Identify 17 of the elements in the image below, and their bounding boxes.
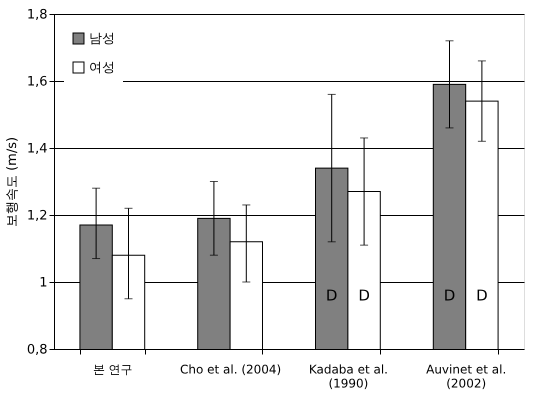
x-tick-label: Auvinet et al. (2002) [426,362,506,390]
x-tick-label: 본 연구 [92,362,133,376]
annotation: D [326,286,338,304]
x-tick-label: Cho et al. (2004) [180,362,282,376]
y-tick-label: 1 [39,276,48,290]
legend-label: 남성 [89,32,115,46]
x-tick-label: Kadaba et al. (1990) [308,362,388,390]
annotation: D [444,286,456,304]
y-tick-label: 0,8 [26,342,48,358]
legend-label: 여성 [89,60,115,76]
y-tick-label: 1,4 [26,142,48,156]
y-tick-label: 1,2 [26,208,48,224]
y-tick-label: 1,6 [26,74,48,90]
y-axis-title: 보행속도 (m/s) [4,136,20,228]
annotation: D [476,286,488,304]
y-tick-label: 1,8 [26,8,48,22]
annotation: D [358,286,370,304]
